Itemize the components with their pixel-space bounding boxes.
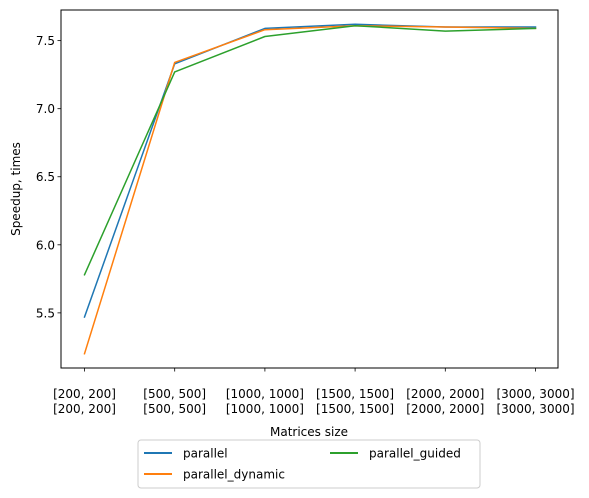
x-tick-label: [1500, 1500] [1500, 1500] bbox=[316, 387, 394, 416]
x-tick-label: [3000, 3000] [3000, 3000] bbox=[496, 387, 574, 416]
x-axis: [200, 200] [200, 200] [500, 500] [500, 500]… bbox=[53, 368, 575, 416]
series-line-parallel-guided bbox=[83, 24, 537, 276]
y-axis-label: Speedup, times bbox=[9, 142, 23, 236]
legend-label-parallel-guided: parallel_guided bbox=[369, 447, 461, 461]
y-tick-label: 6.5 bbox=[36, 170, 55, 184]
legend-frame bbox=[137, 439, 481, 489]
series-line-parallel-dynamic bbox=[83, 24, 537, 355]
y-axis: 5.5 6.0 6.5 7.0 7.5 bbox=[36, 34, 61, 320]
legend-label-parallel-dynamic: parallel_dynamic bbox=[183, 468, 285, 482]
legend-label-parallel: parallel bbox=[183, 447, 228, 461]
x-axis-label: Matrices size bbox=[270, 425, 348, 439]
y-tick-label: 6.0 bbox=[36, 238, 55, 252]
legend: parallel parallel_dynamic parallel_guide… bbox=[137, 439, 481, 489]
x-tick-label: [500, 500] [500, 500] bbox=[143, 387, 206, 416]
y-tick-label: 7.5 bbox=[36, 34, 55, 48]
plot-area bbox=[61, 10, 558, 368]
y-tick-label: 7.0 bbox=[36, 102, 55, 116]
x-tick-label: [2000, 2000] [2000, 2000] bbox=[406, 387, 484, 416]
series-layer bbox=[83, 23, 537, 355]
x-tick-label: [1000, 1000] [1000, 1000] bbox=[226, 387, 304, 416]
x-tick-label: [200, 200] [200, 200] bbox=[53, 387, 116, 416]
plot-frame bbox=[60, 9, 559, 369]
y-tick-label: 5.5 bbox=[36, 306, 55, 320]
